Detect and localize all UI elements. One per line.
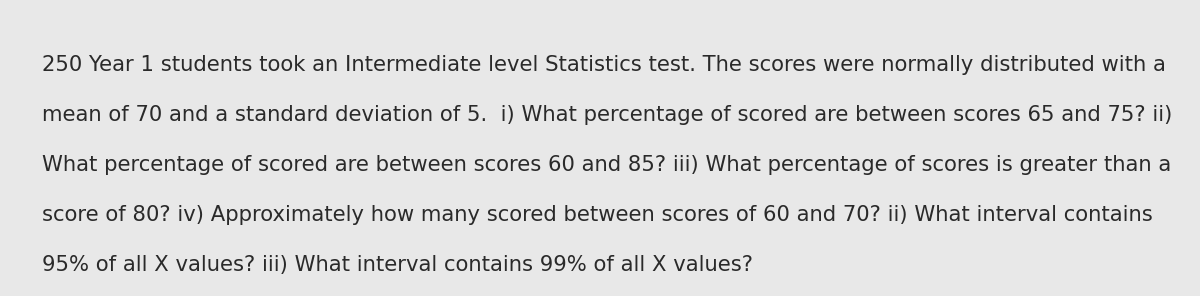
Text: What percentage of scored are between scores 60 and 85? iii) What percentage of : What percentage of scored are between sc… (42, 155, 1171, 175)
Text: score of 80? iv) Approximately how many scored between scores of 60 and 70? ii) : score of 80? iv) Approximately how many … (42, 205, 1153, 225)
Text: 250 Year 1 students took an Intermediate level Statistics test. The scores were : 250 Year 1 students took an Intermediate… (42, 55, 1166, 75)
Text: 95% of all X values? iii) What interval contains 99% of all X values?: 95% of all X values? iii) What interval … (42, 255, 754, 275)
Text: mean of 70 and a standard deviation of 5.  i) What percentage of scored are betw: mean of 70 and a standard deviation of 5… (42, 105, 1172, 125)
